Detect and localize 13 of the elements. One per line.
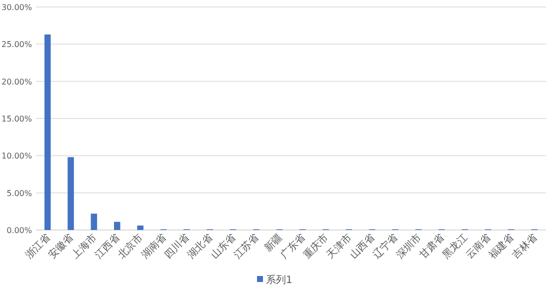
bar [44,34,51,230]
bar [114,222,120,230]
y-tick-label: 10.00% [1,152,32,161]
y-tick-label: 20.00% [1,77,32,86]
legend-label: 系列1 [266,274,292,286]
y-tick-label: 15.00% [1,114,32,124]
bar [137,226,144,230]
y-tick-label: 5.00% [6,188,32,198]
y-tick-label: 25.00% [1,40,32,50]
bar [90,214,98,230]
y-tick-label: 0.00% [6,226,32,235]
y-tick-label: 30.00% [1,3,32,12]
bar [68,157,74,230]
